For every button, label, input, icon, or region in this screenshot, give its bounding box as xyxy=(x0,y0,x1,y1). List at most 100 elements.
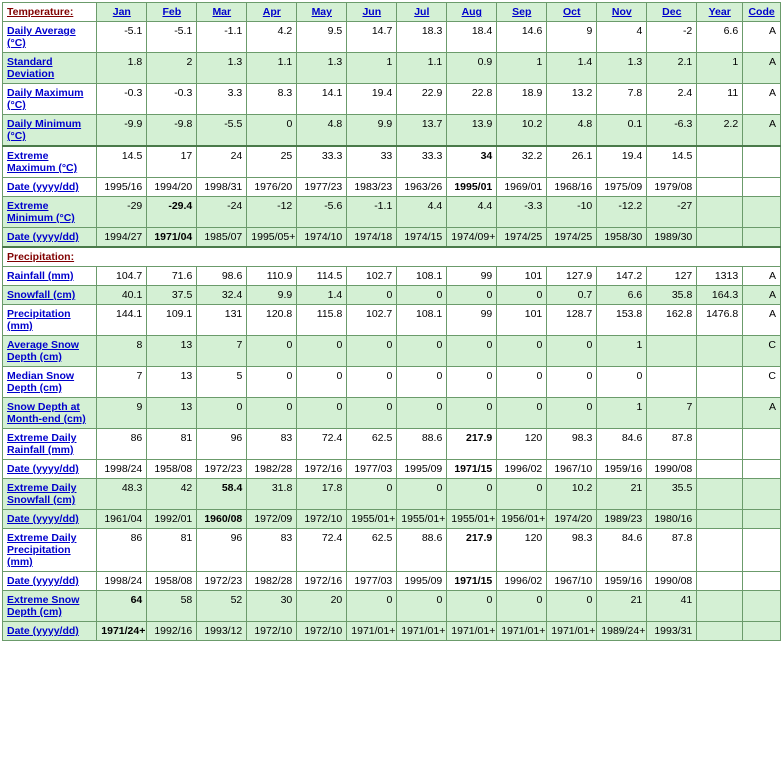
label-link-daily-avg[interactable]: Daily Average (°C) xyxy=(7,25,76,49)
label-link-ext-rainfall[interactable]: Extreme Daily Rainfall (mm) xyxy=(7,432,76,456)
cell: 1958/08 xyxy=(147,460,197,479)
cell: 4.4 xyxy=(397,197,447,228)
label-link-daily-min[interactable]: Daily Minimum (°C) xyxy=(7,118,81,142)
col-link-mar[interactable]: Mar xyxy=(212,6,231,18)
cell: 13.9 xyxy=(447,115,497,147)
cell: 0 xyxy=(397,336,447,367)
label-link-snow-month-end[interactable]: Snow Depth at Month-end (cm) xyxy=(7,401,86,425)
label-link-ext-min[interactable]: Extreme Minimum (°C) xyxy=(7,200,75,224)
label-link-snowfall[interactable]: Snowfall (cm) xyxy=(7,289,75,301)
label-link-std-dev[interactable]: Standard Deviation xyxy=(7,56,54,80)
cell: 1971/01+ xyxy=(497,622,547,641)
col-jun: Jun xyxy=(347,3,397,22)
row-ext-precip: Extreme Daily Precipitation (mm)86819683… xyxy=(3,529,781,572)
col-link-jul[interactable]: Jul xyxy=(414,6,429,18)
cell: 0 xyxy=(347,286,397,305)
cell: 34 xyxy=(447,146,497,178)
label-link-rainfall[interactable]: Rainfall (mm) xyxy=(7,270,74,282)
row-ext-min: Extreme Minimum (°C)-29-29.4-24-12-5.6-1… xyxy=(3,197,781,228)
cell: 1977/03 xyxy=(347,460,397,479)
col-link-may[interactable]: May xyxy=(312,6,332,18)
label-link-ext-max-date[interactable]: Date (yyyy/dd) xyxy=(7,181,79,193)
label-std-dev: Standard Deviation xyxy=(3,53,97,84)
label-link-med-snow-depth[interactable]: Median Snow Depth (cm) xyxy=(7,370,74,394)
cell: 1975/09 xyxy=(597,178,647,197)
label-link-ext-precip-date[interactable]: Date (yyyy/dd) xyxy=(7,575,79,587)
precipitation-link[interactable]: Precipitation: xyxy=(7,251,74,263)
cell: 0 xyxy=(597,367,647,398)
col-link-year[interactable]: Year xyxy=(709,6,731,18)
cell: 1968/16 xyxy=(547,178,597,197)
label-ext-snow-depth-date: Date (yyyy/dd) xyxy=(3,622,97,641)
col-link-jan[interactable]: Jan xyxy=(113,6,131,18)
cell: 33.3 xyxy=(397,146,447,178)
cell: 1989/23 xyxy=(597,510,647,529)
cell: 41 xyxy=(647,591,697,622)
cell: 1989/24+ xyxy=(597,622,647,641)
cell: 164.3 xyxy=(697,286,743,305)
cell: 0 xyxy=(447,286,497,305)
col-link-sep[interactable]: Sep xyxy=(512,6,531,18)
label-link-ext-snowfall-date[interactable]: Date (yyyy/dd) xyxy=(7,513,79,525)
cell: 4.8 xyxy=(297,115,347,147)
col-link-nov[interactable]: Nov xyxy=(612,6,632,18)
label-link-ext-snow-depth-date[interactable]: Date (yyyy/dd) xyxy=(7,625,79,637)
row-snowfall: Snowfall (cm)40.137.532.49.91.400000.76.… xyxy=(3,286,781,305)
cell: -5.5 xyxy=(197,115,247,147)
cell: 144.1 xyxy=(97,305,147,336)
temperature-link[interactable]: Temperature: xyxy=(7,6,73,18)
cell: 4.8 xyxy=(547,115,597,147)
cell: 108.1 xyxy=(397,267,447,286)
cell: 1998/24 xyxy=(97,460,147,479)
label-link-ext-snowfall[interactable]: Extreme Daily Snowfall (cm) xyxy=(7,482,76,506)
label-ext-min-date: Date (yyyy/dd) xyxy=(3,228,97,248)
col-apr: Apr xyxy=(247,3,297,22)
label-link-ext-precip[interactable]: Extreme Daily Precipitation (mm) xyxy=(7,532,76,568)
label-ext-rainfall: Extreme Daily Rainfall (mm) xyxy=(3,429,97,460)
row-ext-snowfall: Extreme Daily Snowfall (cm)48.34258.431.… xyxy=(3,479,781,510)
table-body: Daily Average (°C)-5.1-5.1-1.14.29.514.7… xyxy=(3,22,781,641)
cell xyxy=(697,529,743,572)
col-link-aug[interactable]: Aug xyxy=(462,6,482,18)
cell xyxy=(743,591,781,622)
label-link-avg-snow-depth[interactable]: Average Snow Depth (cm) xyxy=(7,339,79,363)
cell: 101 xyxy=(497,305,547,336)
col-link-dec[interactable]: Dec xyxy=(662,6,681,18)
label-ext-max-date: Date (yyyy/dd) xyxy=(3,178,97,197)
cell: -5.1 xyxy=(147,22,197,53)
cell: 1992/16 xyxy=(147,622,197,641)
cell: 32.4 xyxy=(197,286,247,305)
cell: 0 xyxy=(347,479,397,510)
cell: 162.8 xyxy=(647,305,697,336)
label-link-ext-snow-depth[interactable]: Extreme Snow Depth (cm) xyxy=(7,594,79,618)
cell: 5 xyxy=(197,367,247,398)
label-link-precip[interactable]: Precipitation (mm) xyxy=(7,308,71,332)
cell: -10 xyxy=(547,197,597,228)
label-link-ext-min-date[interactable]: Date (yyyy/dd) xyxy=(7,231,79,243)
cell: 40.1 xyxy=(97,286,147,305)
row-ext-snowfall-date: Date (yyyy/dd)1961/041992/011960/081972/… xyxy=(3,510,781,529)
cell: 1963/26 xyxy=(397,178,447,197)
col-link-apr[interactable]: Apr xyxy=(263,6,281,18)
col-link-code[interactable]: Code xyxy=(748,6,774,18)
label-link-ext-rainfall-date[interactable]: Date (yyyy/dd) xyxy=(7,463,79,475)
label-link-ext-max[interactable]: Extreme Maximum (°C) xyxy=(7,150,77,174)
col-link-oct[interactable]: Oct xyxy=(563,6,581,18)
cell xyxy=(743,510,781,529)
cell: 52 xyxy=(197,591,247,622)
row-daily-max: Daily Maximum (°C)-0.3-0.33.38.314.119.4… xyxy=(3,84,781,115)
cell: 1977/03 xyxy=(347,572,397,591)
cell: 1990/08 xyxy=(647,460,697,479)
cell: 1959/16 xyxy=(597,572,647,591)
label-link-daily-max[interactable]: Daily Maximum (°C) xyxy=(7,87,83,111)
row-ext-max: Extreme Maximum (°C)14.517242533.33333.3… xyxy=(3,146,781,178)
col-link-jun[interactable]: Jun xyxy=(362,6,381,18)
cell xyxy=(743,479,781,510)
label-ext-precip-date: Date (yyyy/dd) xyxy=(3,572,97,591)
cell: -2 xyxy=(647,22,697,53)
cell: 1955/01+ xyxy=(397,510,447,529)
col-link-feb[interactable]: Feb xyxy=(162,6,181,18)
cell: 1989/30 xyxy=(647,228,697,248)
cell: 1992/01 xyxy=(147,510,197,529)
col-year: Year xyxy=(697,3,743,22)
